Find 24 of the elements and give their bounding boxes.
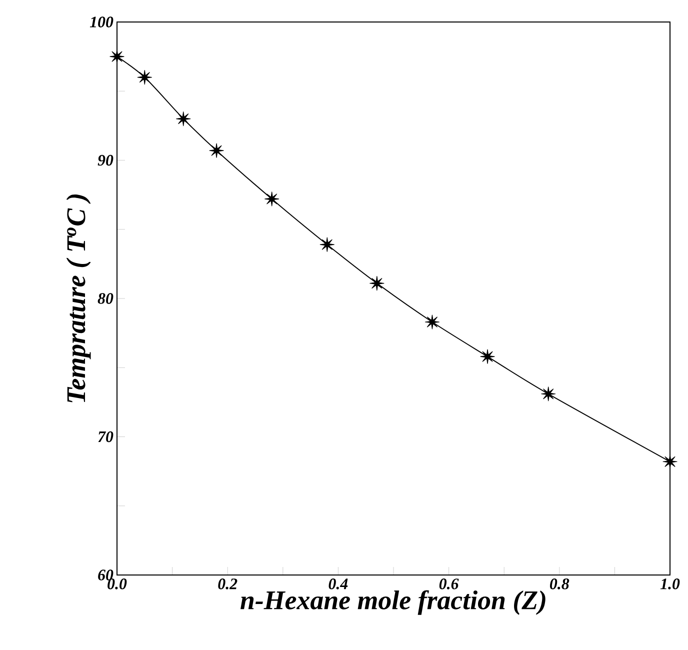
point (176, 111, 191, 126)
x-tick-label: 0.8 (550, 578, 570, 590)
x-tick-label: 0.6 (439, 578, 459, 590)
point (137, 70, 152, 85)
x-tick-label: 1.0 (660, 578, 680, 590)
point (264, 192, 280, 206)
x-tick-label: 0.4 (328, 578, 348, 590)
point (320, 237, 334, 252)
point (424, 314, 440, 330)
point (370, 276, 384, 291)
y-tick-label: 100 (90, 16, 114, 28)
x-axis-title: n-Hexane mole fraction (Z) (240, 590, 546, 615)
point (110, 49, 124, 64)
y-tick-label: 80 (98, 293, 114, 304)
y-axis-title: Temprature ( T$^{o}$C ) (66, 194, 91, 402)
point (662, 454, 678, 469)
y-tick-label: 90 (98, 154, 114, 166)
y-tick-label: 70 (98, 431, 114, 442)
x-tick-label: 0.0 (108, 578, 127, 590)
point (209, 143, 224, 158)
x-tick-label: 0.2 (218, 578, 238, 590)
point (480, 349, 495, 364)
point (541, 386, 556, 402)
y-tick-label: 60 (98, 570, 114, 580)
